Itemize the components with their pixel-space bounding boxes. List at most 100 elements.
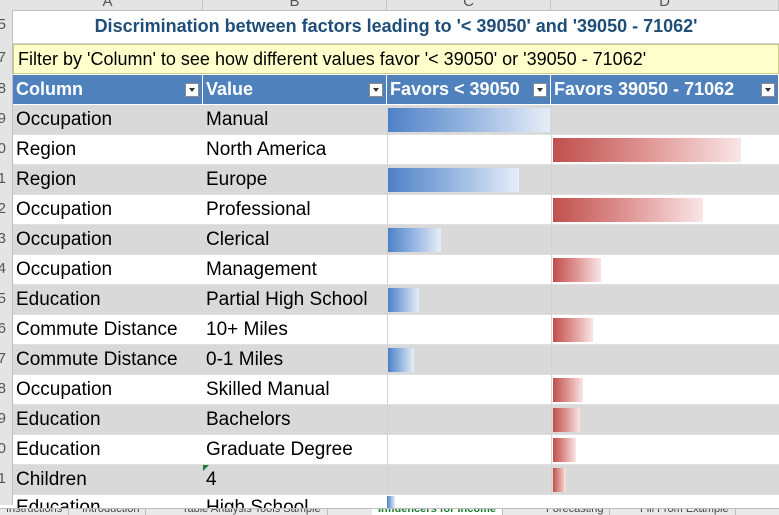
filter-dropdown-icon[interactable] bbox=[533, 83, 547, 97]
table-row: Occupation Clerical bbox=[13, 225, 779, 255]
sheet-tab[interactable]: Forecasting bbox=[540, 509, 611, 515]
row-number[interactable]: 6 bbox=[0, 320, 6, 337]
cell-column[interactable]: Occupation bbox=[16, 229, 113, 250]
cell-favors-b[interactable] bbox=[551, 375, 779, 405]
table-row: Occupation Professional bbox=[13, 195, 779, 225]
favors-b-bar bbox=[553, 138, 741, 162]
table-row: Occupation Skilled Manual bbox=[13, 375, 779, 405]
cell-column[interactable]: Education bbox=[16, 289, 101, 310]
cell-favors-a[interactable] bbox=[387, 225, 551, 255]
cell-favors-b[interactable] bbox=[551, 285, 779, 315]
sheet-tab[interactable]: Fill From Example bbox=[634, 509, 736, 515]
filter-dropdown-icon[interactable] bbox=[369, 83, 383, 97]
cell-column[interactable]: Region bbox=[16, 169, 77, 190]
cell-column[interactable]: Occupation bbox=[16, 199, 113, 220]
filter-dropdown-icon[interactable] bbox=[761, 83, 775, 97]
cell-favors-a[interactable] bbox=[387, 375, 551, 405]
cell-column[interactable]: Education bbox=[16, 497, 101, 508]
table-header-row: Column Value Favors < 39050 Favors 39050… bbox=[13, 75, 779, 104]
cell-favors-a[interactable] bbox=[387, 135, 551, 165]
cell-favors-a[interactable] bbox=[387, 405, 551, 435]
favors-b-bar bbox=[553, 258, 601, 282]
cell-value[interactable]: North America bbox=[206, 139, 327, 160]
cell-column[interactable]: Region bbox=[16, 139, 77, 160]
cell-column[interactable]: Occupation bbox=[16, 259, 113, 280]
cell-favors-a[interactable] bbox=[387, 195, 551, 225]
favors-b-bar bbox=[553, 198, 703, 222]
cell-value[interactable]: Bachelors bbox=[206, 409, 291, 430]
column-letter-d[interactable]: D bbox=[551, 0, 779, 10]
cell-value[interactable]: Europe bbox=[206, 169, 268, 190]
row-number[interactable]: 3 bbox=[0, 230, 6, 247]
row-number[interactable]: 4 bbox=[0, 260, 6, 277]
row-number[interactable]: 9 bbox=[0, 110, 6, 127]
favors-a-bar bbox=[387, 496, 395, 508]
row-number[interactable]: 7 bbox=[0, 49, 6, 66]
cell-value[interactable]: Manual bbox=[206, 109, 269, 130]
cell-column[interactable]: Education bbox=[16, 439, 101, 460]
cell-column[interactable]: Commute Distance bbox=[16, 319, 178, 340]
cell-favors-b[interactable] bbox=[551, 165, 779, 195]
row-number[interactable]: 0 bbox=[0, 140, 6, 157]
filter-dropdown-icon[interactable] bbox=[185, 83, 199, 97]
cell-favors-b[interactable] bbox=[551, 135, 779, 165]
cell-value[interactable]: Professional bbox=[206, 199, 311, 220]
cell-favors-a[interactable] bbox=[387, 105, 551, 135]
cell-favors-b[interactable] bbox=[551, 225, 779, 255]
row-number[interactable]: 0 bbox=[0, 440, 6, 457]
favors-b-bar bbox=[553, 438, 576, 462]
row-number[interactable]: 5 bbox=[0, 290, 6, 307]
cell-value[interactable]: 0-1 Miles bbox=[206, 349, 284, 370]
cell-value[interactable]: Management bbox=[206, 259, 317, 280]
cell-favors-b[interactable] bbox=[551, 105, 779, 135]
cell-column[interactable]: Commute Distance bbox=[16, 349, 178, 370]
row-number[interactable]: 1 bbox=[0, 470, 6, 487]
row-number[interactable]: 1 bbox=[0, 170, 6, 187]
partial-table-row: Education High School bbox=[13, 494, 779, 508]
cell-value[interactable]: 4 bbox=[203, 465, 387, 495]
row-number[interactable]: 5 bbox=[0, 16, 6, 33]
row-number[interactable]: 2 bbox=[0, 200, 6, 217]
cell-favors-a[interactable] bbox=[387, 165, 551, 195]
cell-favors-a[interactable] bbox=[387, 285, 551, 315]
column-letter-b[interactable]: B bbox=[203, 0, 387, 10]
cell-favors-a[interactable] bbox=[387, 315, 551, 345]
sheet-tab-bar: Instructions Introduction Table Analysis T… bbox=[0, 508, 779, 515]
row-number[interactable]: 8 bbox=[0, 80, 6, 97]
row-number[interactable]: 9 bbox=[0, 410, 6, 427]
cell-favors-a[interactable] bbox=[387, 435, 551, 465]
header-value: Value bbox=[203, 75, 387, 104]
cell-value[interactable]: Graduate Degree bbox=[206, 439, 353, 460]
cell-column[interactable]: Children bbox=[16, 469, 87, 490]
cell-favors-a[interactable] bbox=[387, 255, 551, 285]
cell-favors-b[interactable] bbox=[551, 345, 779, 375]
cell-favors-b[interactable] bbox=[551, 405, 779, 435]
cell-favors-b[interactable] bbox=[551, 315, 779, 345]
cell-favors-b[interactable] bbox=[551, 255, 779, 285]
cell-column[interactable]: Occupation bbox=[16, 379, 113, 400]
row-number[interactable]: 7 bbox=[0, 350, 6, 367]
column-letter-a[interactable]: A bbox=[13, 0, 203, 10]
cell-value[interactable]: Skilled Manual bbox=[206, 379, 330, 400]
sheet-tab[interactable]: Introduction bbox=[76, 509, 147, 515]
row-number[interactable]: 8 bbox=[0, 380, 6, 397]
table-row: Region North America bbox=[13, 135, 779, 165]
cell-value[interactable]: Clerical bbox=[206, 229, 270, 250]
table-row: Commute Distance 10+ Miles bbox=[13, 315, 779, 345]
cell-value[interactable]: Partial High School bbox=[206, 289, 368, 310]
header-value-label: Value bbox=[206, 79, 254, 99]
sheet-tab[interactable]: Instructions bbox=[0, 509, 70, 515]
cell-column[interactable]: Occupation bbox=[16, 109, 113, 130]
column-letter-c[interactable]: C bbox=[387, 0, 551, 10]
sheet-tab[interactable]: Influencers for Income bbox=[372, 509, 503, 515]
cell-favors-b[interactable] bbox=[551, 465, 779, 495]
cell-favors-b[interactable] bbox=[551, 435, 779, 465]
cell-favors-a[interactable] bbox=[387, 465, 551, 495]
cell-favors-a[interactable] bbox=[387, 345, 551, 375]
cell-column[interactable]: Education bbox=[16, 409, 101, 430]
sheet-tab[interactable]: Table Analysis Tools Sample bbox=[176, 509, 328, 515]
cell-value[interactable]: 10+ Miles bbox=[206, 319, 288, 340]
cell-value[interactable]: High School bbox=[206, 497, 309, 508]
cell-favors-b[interactable] bbox=[551, 195, 779, 225]
filter-note: Filter by 'Column' to see how different … bbox=[18, 49, 647, 69]
